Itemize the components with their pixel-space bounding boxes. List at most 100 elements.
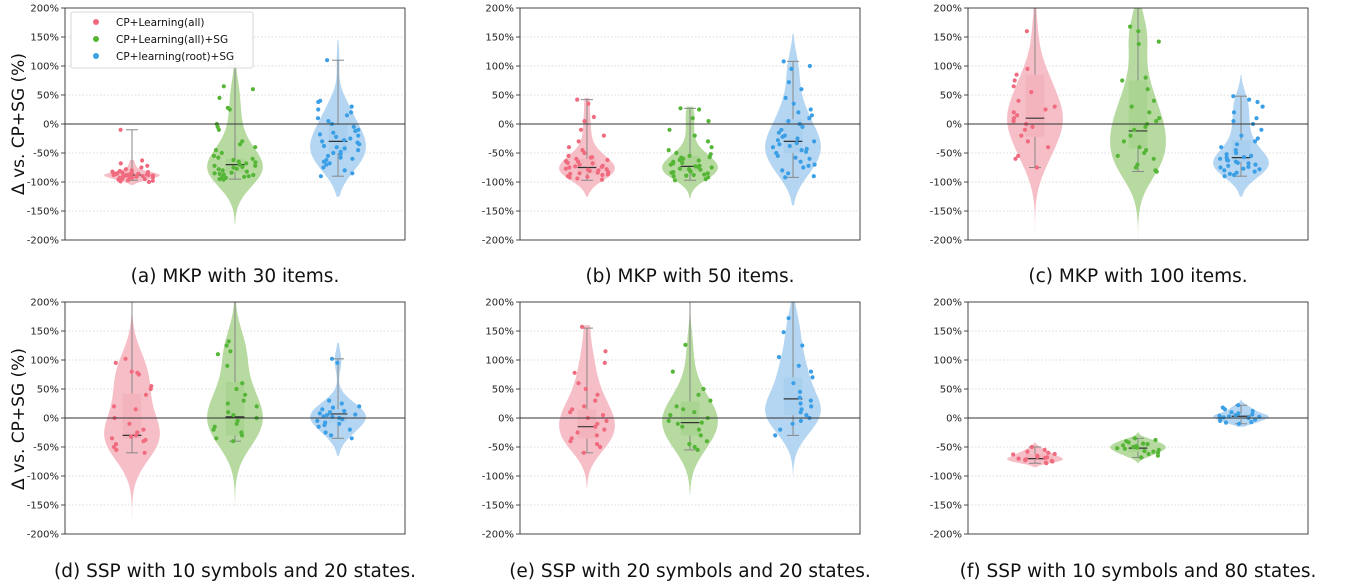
data-point [677, 166, 683, 171]
y-tick-label: 200% [30, 298, 59, 309]
data-point [590, 155, 595, 160]
data-point [329, 356, 335, 361]
data-point [1016, 153, 1021, 158]
box [1025, 453, 1045, 461]
data-point [1025, 139, 1030, 144]
data-point [1249, 420, 1254, 425]
legend: CP+Learning(all) CP+Learning(all)+SG CP+le… [70, 11, 254, 69]
y-tick-label: 100% [485, 62, 514, 73]
data-point [141, 439, 146, 444]
data-point [1011, 110, 1016, 115]
data-point [796, 110, 801, 115]
data-point [1115, 446, 1120, 451]
data-point [575, 430, 580, 435]
data-point [684, 173, 689, 178]
data-point [808, 369, 814, 374]
data-point [1042, 447, 1047, 452]
data-point [672, 178, 678, 183]
data-point [786, 119, 791, 124]
data-point [114, 447, 119, 452]
data-point [1239, 133, 1244, 138]
data-point [786, 80, 792, 85]
data-point [687, 442, 692, 447]
data-point [780, 134, 785, 139]
data-point [335, 360, 340, 365]
data-point [349, 436, 354, 441]
data-point [777, 142, 782, 147]
y-tick-label: -200% [930, 236, 962, 247]
data-point [342, 408, 347, 414]
y-tick-label: 100% [933, 62, 962, 73]
data-point [787, 143, 792, 149]
data-point [1227, 171, 1232, 176]
data-point [243, 392, 248, 397]
data-point [568, 410, 573, 415]
y-tick-label: 150% [485, 327, 514, 338]
data-point [809, 404, 814, 409]
series-3 [765, 34, 821, 206]
data-point [1029, 444, 1034, 450]
data-point [217, 171, 222, 176]
data-point [566, 153, 571, 158]
legend-marker [93, 19, 99, 25]
data-point [798, 401, 803, 406]
data-point [1052, 451, 1057, 457]
data-point [323, 430, 328, 435]
data-point [580, 324, 585, 329]
data-point [228, 349, 233, 354]
data-point [1234, 142, 1240, 147]
data-point [576, 139, 581, 144]
data-point [322, 422, 327, 428]
y-tick-label: 50% [940, 91, 962, 102]
data-point [1136, 41, 1141, 47]
y-tick-label: 50% [492, 385, 514, 396]
data-point [1135, 445, 1140, 450]
y-tick-label: 0% [498, 414, 514, 425]
data-point [586, 101, 591, 106]
data-point [111, 404, 117, 409]
data-point [129, 168, 134, 173]
data-point [581, 450, 587, 455]
data-point [1250, 412, 1255, 417]
y-tick-label: 200% [30, 4, 59, 15]
data-point [807, 156, 812, 161]
data-point [1122, 446, 1127, 451]
y-tick-label: 200% [933, 298, 962, 309]
data-point [808, 107, 813, 112]
data-point [1147, 110, 1152, 115]
data-point [1133, 165, 1138, 170]
data-point [1011, 84, 1016, 89]
data-point [595, 170, 600, 175]
data-point [674, 150, 679, 156]
data-point [1236, 421, 1242, 426]
data-point [776, 355, 782, 360]
data-point [707, 155, 712, 160]
data-point [593, 424, 598, 429]
data-point [708, 398, 713, 403]
data-point [318, 174, 323, 179]
data-point [1252, 139, 1258, 144]
data-point [595, 392, 600, 397]
data-point [331, 130, 336, 135]
data-point [1142, 449, 1147, 454]
data-point [691, 172, 696, 178]
data-point [1115, 153, 1120, 158]
y-tick-label: 100% [933, 356, 962, 367]
y-tick-label: -150% [27, 207, 59, 218]
data-point [671, 161, 676, 166]
data-point [800, 343, 805, 348]
data-point [315, 116, 321, 121]
data-point [1249, 153, 1254, 158]
data-point [798, 159, 803, 164]
data-point [1241, 155, 1246, 160]
series-3 [1213, 399, 1269, 427]
data-point [798, 418, 804, 423]
data-point [145, 163, 150, 168]
data-point [234, 386, 239, 392]
data-point [1157, 116, 1162, 121]
data-point [604, 418, 609, 423]
panel-caption: (d) SSP with 10 symbols and 20 states. [54, 561, 416, 582]
panel-caption: (e) SSP with 20 symbols and 20 states. [509, 561, 871, 582]
data-point [1145, 442, 1150, 447]
data-point [810, 375, 815, 380]
